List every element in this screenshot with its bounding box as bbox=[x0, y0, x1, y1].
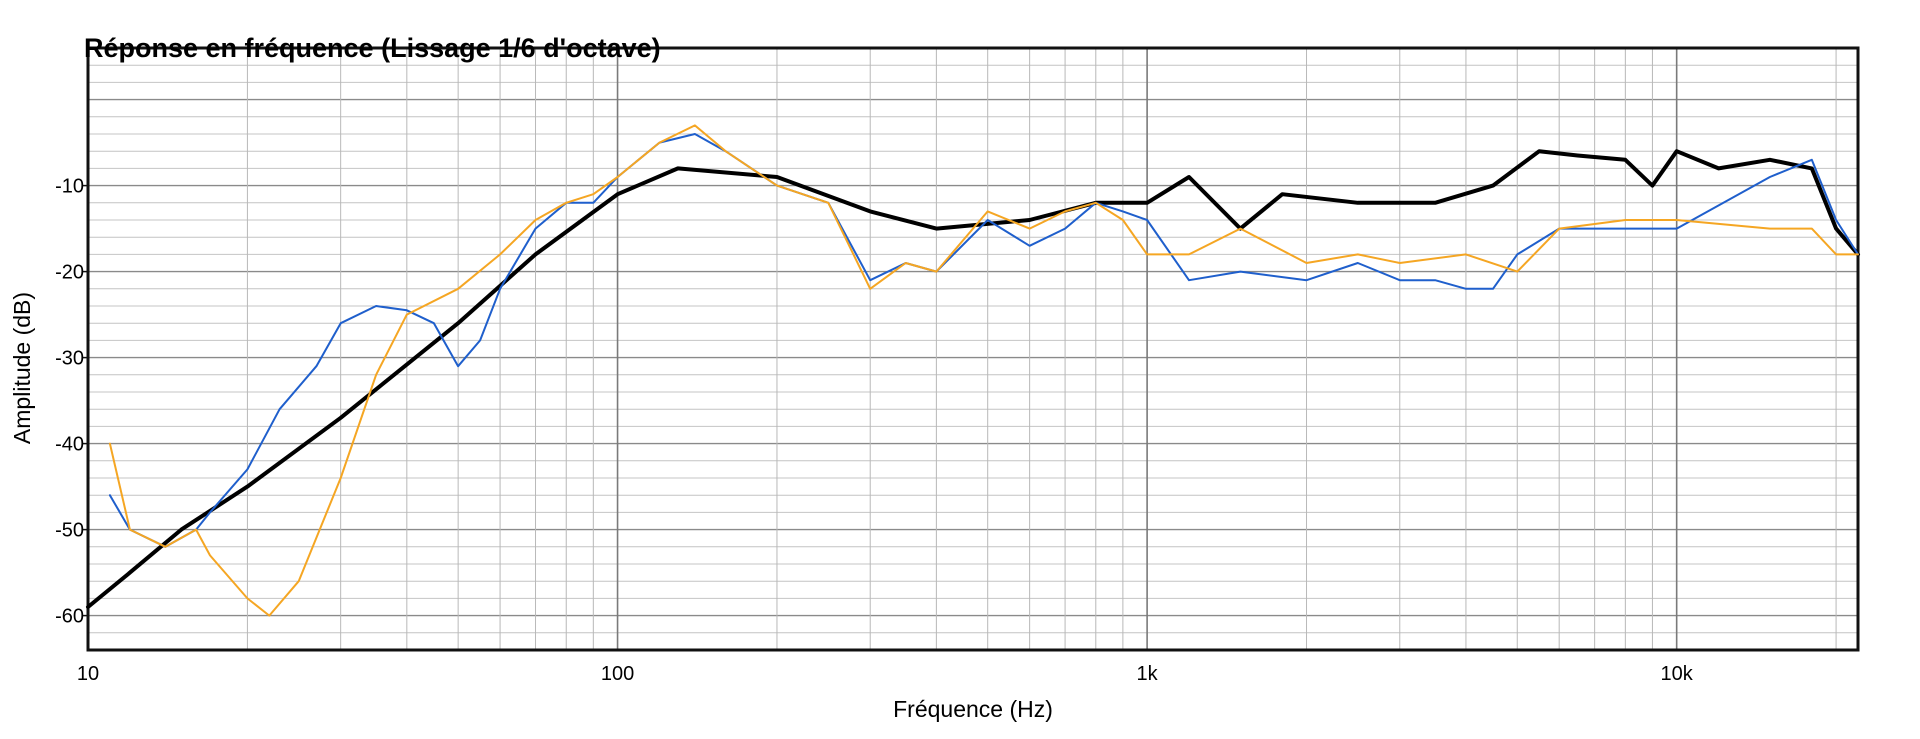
chart-title: Réponse en fréquence (Lissage 1/6 d'octa… bbox=[84, 33, 661, 63]
y-tick-label: -20 bbox=[55, 262, 84, 284]
y-tick-label: -60 bbox=[55, 606, 84, 628]
y-tick-label: -50 bbox=[55, 520, 84, 542]
y-tick-label: -40 bbox=[55, 434, 84, 456]
x-tick-label: 1k bbox=[1137, 663, 1159, 685]
grid bbox=[87, 48, 1858, 650]
x-tick-label: 100 bbox=[601, 663, 634, 685]
series-layer bbox=[86, 124, 1860, 617]
x-tick-label: 10k bbox=[1661, 663, 1694, 685]
series-line-2 bbox=[108, 133, 1859, 548]
y-tick-label: -10 bbox=[55, 176, 84, 198]
y-axis-label: Amplitude (dB) bbox=[9, 292, 35, 444]
plot-frame bbox=[86, 46, 1860, 652]
y-axis-ticks: -10 -20 -30 -40 -50 -60 bbox=[55, 176, 88, 628]
x-tick-label: 10 bbox=[77, 663, 99, 685]
x-axis-label: Fréquence (Hz) bbox=[893, 696, 1053, 722]
x-axis-ticks: 10 100 1k 10k bbox=[77, 663, 1694, 685]
y-tick-label: -30 bbox=[55, 348, 84, 370]
series-line-1 bbox=[86, 149, 1860, 609]
series-line-3 bbox=[108, 124, 1859, 617]
